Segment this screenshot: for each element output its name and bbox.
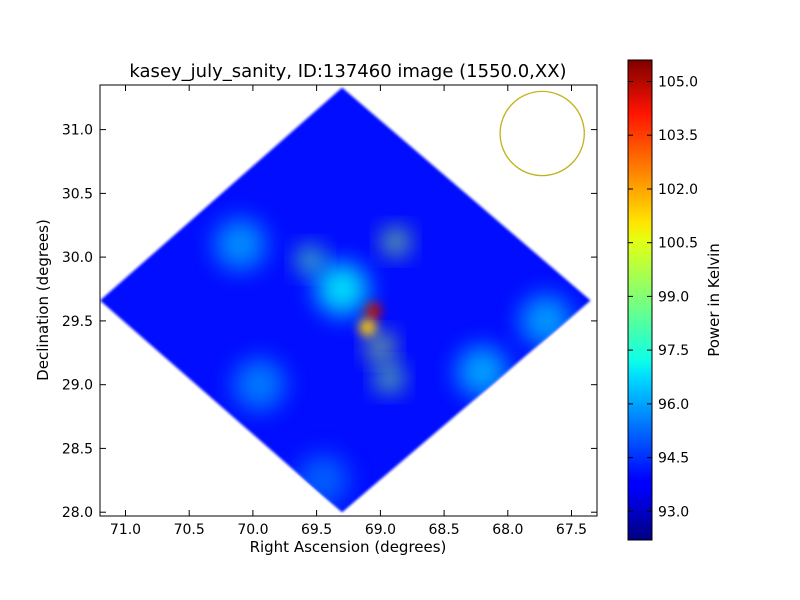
y-axis: 28.0 28.5 29.0 29.5 30.0 30.5 31.0 <box>62 123 597 521</box>
x-tick-label: 70.5 <box>174 522 205 538</box>
plot-frame <box>99 84 598 517</box>
colorbar-tick-label: 93.0 <box>658 504 689 520</box>
colorbar-tick-label: 103.5 <box>658 128 698 144</box>
colorbar-tick-label: 100.5 <box>658 236 698 252</box>
x-tick-label: 70.0 <box>237 522 268 538</box>
colorbar-tick-label: 102.0 <box>658 182 698 198</box>
colorbar-tick-label: 97.5 <box>658 343 689 359</box>
heatmap-field <box>100 87 591 513</box>
plot-area <box>100 85 597 516</box>
field-feature-7 <box>214 218 267 271</box>
colorbar-tick-label: 99.0 <box>658 289 689 305</box>
field-feature-6 <box>316 263 369 315</box>
y-axis-label: Declination (degrees) <box>34 219 52 381</box>
y-tick-label: 29.5 <box>62 314 93 330</box>
x-axis: 71.0 70.5 70.0 69.5 69.0 68.5 68.0 67.5 <box>110 85 587 538</box>
x-tick-label: 68.5 <box>429 522 460 538</box>
x-tick-label: 69.0 <box>365 522 396 538</box>
y-tick-label: 30.0 <box>62 250 93 266</box>
y-tick-label: 31.0 <box>62 123 93 139</box>
y-tick-label: 28.0 <box>62 505 93 521</box>
field-feature-2 <box>367 333 394 360</box>
y-tick-label: 29.0 <box>62 378 93 394</box>
field-feature-3 <box>376 365 403 392</box>
x-tick-label: 71.0 <box>110 522 141 538</box>
field-feature-8 <box>233 358 286 411</box>
x-tick-label: 68.0 <box>492 522 523 538</box>
colorbar-tick-label: 94.5 <box>658 451 689 467</box>
field-feature-5 <box>297 246 324 273</box>
field-feature-1 <box>358 318 377 337</box>
colorbar-tick-label: 105.0 <box>658 75 698 91</box>
field-feature-0 <box>363 301 382 320</box>
beam-circle <box>499 90 585 177</box>
colorbar-ticks: 93.0 94.5 96.0 97.5 99.0 100.5 102.0 103.5 105.0 <box>628 75 698 520</box>
x-tick-label: 69.5 <box>301 522 332 538</box>
colorbar-tick-label: 96.0 <box>658 397 689 413</box>
colorbar-label: Power in Kelvin <box>705 243 723 357</box>
colorbar-gradient <box>627 59 653 541</box>
x-tick-label: 67.5 <box>556 522 587 538</box>
colorbar: 93.0 94.5 96.0 97.5 99.0 100.5 102.0 103.5 105.0… <box>627 59 723 541</box>
x-axis-label: Right Ascension (degrees) <box>250 538 447 556</box>
y-tick-label: 28.5 <box>62 441 93 457</box>
field-feature-4 <box>382 228 409 255</box>
y-tick-label: 30.5 <box>62 186 93 202</box>
chart-title: kasey_july_sanity, ID:137460 image (1550… <box>129 61 566 82</box>
